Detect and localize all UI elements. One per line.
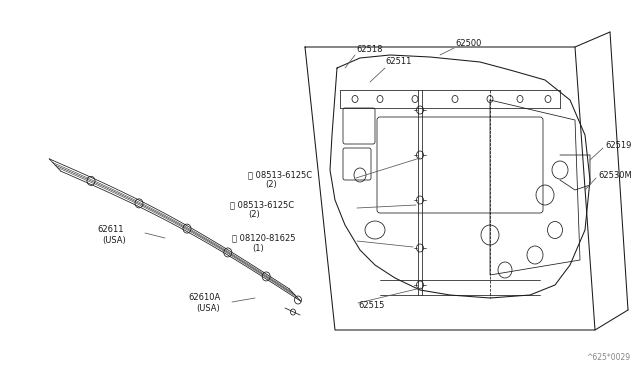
Text: 62519: 62519 bbox=[605, 141, 632, 150]
Text: 62511: 62511 bbox=[385, 58, 412, 67]
Text: 62610A: 62610A bbox=[188, 294, 220, 302]
Text: 62515: 62515 bbox=[358, 301, 385, 310]
Text: 62500: 62500 bbox=[455, 38, 481, 48]
Text: ^625*0029: ^625*0029 bbox=[586, 353, 630, 362]
Text: (USA): (USA) bbox=[102, 237, 125, 246]
Text: Ⓢ 08513-6125C: Ⓢ 08513-6125C bbox=[248, 170, 312, 180]
Text: (USA): (USA) bbox=[196, 304, 220, 312]
Text: (2): (2) bbox=[265, 180, 276, 189]
Text: (1): (1) bbox=[252, 244, 264, 253]
Text: 62530M: 62530M bbox=[598, 170, 632, 180]
Text: 62518: 62518 bbox=[356, 45, 383, 55]
Text: Ⓢ 08513-6125C: Ⓢ 08513-6125C bbox=[230, 201, 294, 209]
Text: 62611: 62611 bbox=[97, 225, 124, 234]
Text: (2): (2) bbox=[248, 211, 260, 219]
Text: Ⓑ 08120-81625: Ⓑ 08120-81625 bbox=[232, 234, 296, 243]
